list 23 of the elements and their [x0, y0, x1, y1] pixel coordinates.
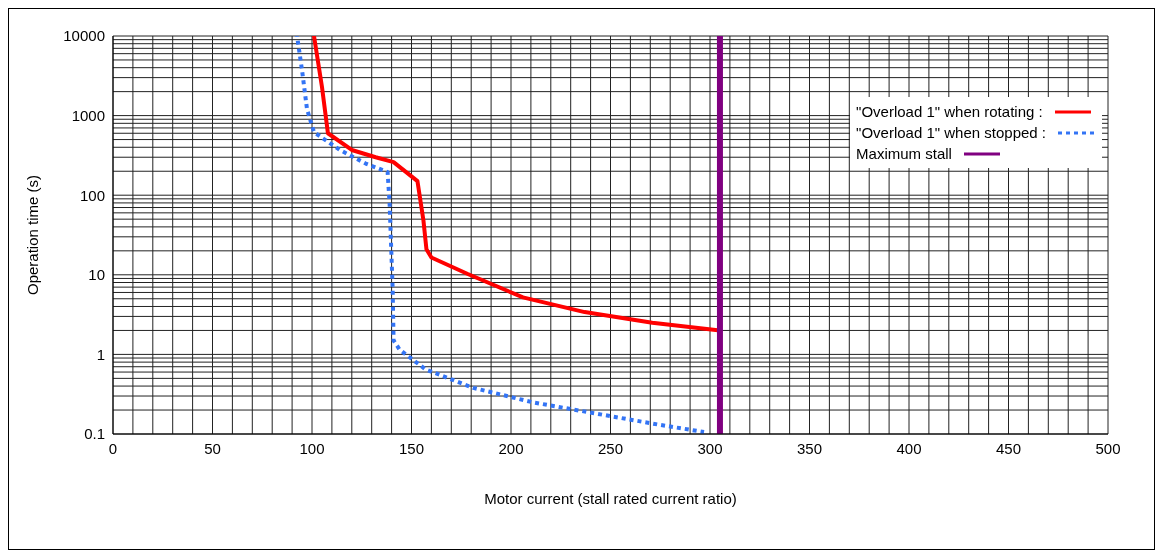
y-tick-label: 0.1: [84, 425, 105, 443]
x-tick-label: 400: [896, 440, 922, 457]
x-tick-label: 0: [108, 440, 118, 457]
legend-label: Maximum stall: [856, 144, 952, 164]
y-tick-label: 1: [96, 345, 105, 363]
x-tick-label: 500: [1095, 440, 1121, 457]
line-series: [295, 36, 707, 434]
x-tick-label: 300: [697, 440, 723, 457]
x-tick-label: 250: [597, 440, 624, 457]
y-tick-label: 10: [88, 266, 105, 284]
x-tick-label: 200: [498, 440, 524, 457]
y-tick-label: 1000: [71, 106, 105, 124]
y-tick-label: 100: [79, 186, 105, 204]
x-tick-label: 50: [204, 440, 221, 457]
x-tick-label: 350: [796, 440, 823, 457]
y-tick-label: 10000: [63, 27, 105, 45]
x-tick-label: 150: [398, 440, 425, 457]
y-axis-title: Operation time (s): [24, 174, 42, 296]
x-tick-label: 450: [995, 440, 1022, 457]
legend-label: "Overload 1" when stopped :: [856, 123, 1046, 143]
legend-label: "Overload 1" when rotating :: [856, 102, 1043, 122]
x-axis-title: Motor current (stall rated current ratio): [484, 490, 737, 507]
x-tick-label: 100: [299, 440, 325, 457]
